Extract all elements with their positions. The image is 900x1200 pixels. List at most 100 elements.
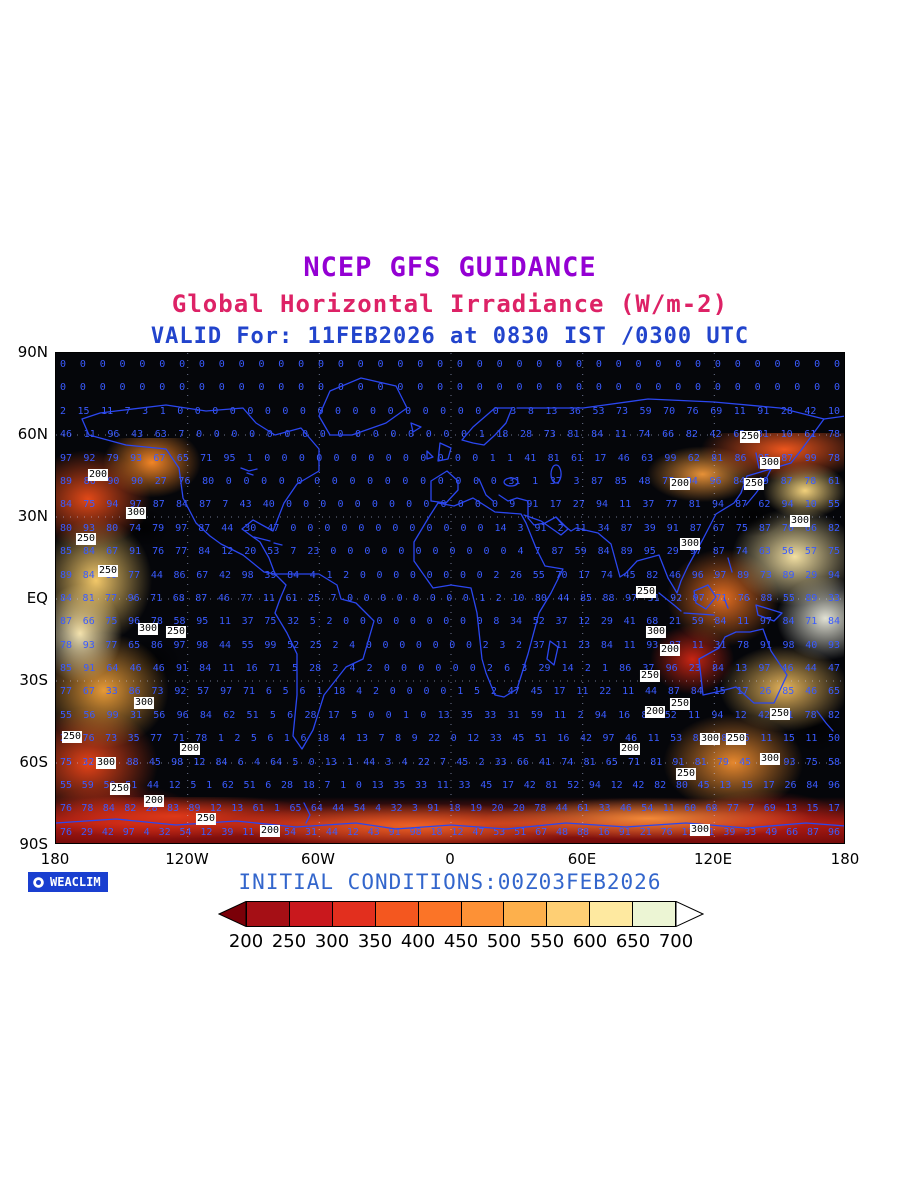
weaclim-logo-text: WEACLIM: [50, 875, 101, 889]
colorbar-left-arrow: [218, 901, 246, 927]
latitude-tick-label: 90S: [19, 835, 48, 853]
coastline-australia: [698, 628, 788, 704]
contour-label: 200: [143, 795, 165, 807]
coastlines-layer: [56, 353, 844, 843]
coastline-indonesia: [658, 584, 783, 622]
map-value-row: 75 32 54 88 45 98 12 84 6 4 64 5 0 13 1 …: [60, 756, 840, 768]
graticule: [56, 353, 844, 843]
coastline-cuba: [253, 536, 283, 546]
colorbar-segment: [374, 902, 418, 926]
contour-label: 250: [61, 731, 83, 743]
contour-label: 250: [769, 708, 791, 720]
map-value-row: 27 76 73 35 77 71 78 1 2 5 6 1 6 18 4 13…: [60, 733, 840, 745]
colorbar-segment: [247, 902, 289, 926]
colorbar-tick-label: 250: [271, 931, 307, 952]
map-value-row: 87 66 75 96 78 58 95 11 37 75 32 5 2 0 0…: [60, 616, 840, 628]
contour-label: 300: [645, 626, 667, 638]
contour-label: 300: [95, 757, 117, 769]
colorbar-tick-label: 450: [443, 931, 479, 952]
map-value-row: 0 0 0 0 0 0 0 0 0 0 0 0 0 0 0 0 0 0 0 0 …: [60, 359, 840, 370]
contour-label: 250: [109, 783, 131, 795]
colorbar-tick-label: 400: [400, 931, 436, 952]
coastline-scandinavia: [461, 407, 513, 446]
coastline-caspian-black-sea: [503, 464, 562, 487]
map-value-row: 2 15 11 7 3 1 0 0 0 0 0 0 0 0 0 0 0 0 0 …: [60, 405, 840, 417]
coastline-great-lakes: [240, 467, 258, 476]
latitude-tick-label: 90N: [17, 343, 48, 361]
colorbar-tick-label: 350: [357, 931, 393, 952]
contour-label: 300: [699, 733, 721, 745]
coastline-greenland: [318, 377, 408, 436]
coastline-iceland: [410, 422, 422, 433]
colorbar-tick-label: 500: [486, 931, 522, 952]
contour-label: 250: [635, 586, 657, 598]
contour-label: 200: [619, 743, 641, 755]
map-value-row: 89 84 69 77 44 86 67 42 98 39 84 4 1 2 0…: [60, 569, 840, 581]
latitude-tick-label: 30N: [17, 507, 48, 525]
contour-label: 250: [195, 813, 217, 825]
coastline-britain: [426, 442, 452, 462]
contour-label: 200: [179, 743, 201, 755]
contour-label: 200: [669, 478, 691, 490]
colorbar-segment: [460, 902, 504, 926]
contour-label: 300: [137, 623, 159, 635]
weaclim-logo-badge: WEACLIM: [28, 872, 108, 892]
contour-label: 200: [87, 469, 109, 481]
colorbar-tick-labels: 200 250 300 350 400 450 500 550 600 650 700: [218, 931, 704, 953]
map-value-row: 55 56 99 31 56 96 84 62 51 5 6 28 17 5 0…: [60, 709, 840, 721]
initial-conditions-label: INITIAL CONDITIONS:00Z03FEB2026: [238, 870, 662, 894]
longitude-tick-label: 180: [40, 850, 70, 868]
contour-label: 250: [97, 565, 119, 577]
contour-label: 300: [133, 697, 155, 709]
colorbar-segment: [546, 902, 590, 926]
map-value-row: 85 91 64 46 46 91 84 11 16 71 5 28 2 4 2…: [60, 663, 840, 675]
colorbar-right-arrow: [676, 901, 704, 927]
coastline-new-zealand: [816, 710, 834, 732]
contour-label: 250: [669, 698, 691, 710]
map-value-row: 76 78 84 82 28 83 89 12 13 61 1 65 64 44…: [60, 803, 840, 815]
coastline-philippines: [727, 557, 733, 573]
longitude-tick-label: 120W: [165, 850, 209, 868]
contour-label: 250: [675, 768, 697, 780]
coastline-north-america: [81, 404, 320, 575]
colorbar-segment: [632, 902, 676, 926]
longitude-tick-label: 120E: [693, 850, 733, 868]
valid-time-label: VALID For: 11FEB2026 at 0830 IST /0300 U…: [150, 324, 750, 349]
colorbar-segment: [417, 902, 461, 926]
coastline-madagascar: [546, 640, 559, 666]
colorbar-tick-label: 200: [228, 931, 264, 952]
longitude-tick-label: 60E: [567, 850, 597, 868]
contour-label: 300: [125, 507, 147, 519]
contour-label: 250: [725, 733, 747, 745]
weaclim-circle-icon: [32, 875, 45, 889]
colorbar-segments: [246, 901, 676, 927]
latitude-tick-label: EQ: [26, 589, 48, 607]
map-value-row: 77 67 33 86 73 92 57 97 71 6 5 6 1 18 4 …: [60, 686, 840, 698]
colorbar-segment: [503, 902, 547, 926]
map-value-row: 78 93 77 65 86 97 98 44 55 99 52 25 2 4 …: [60, 639, 840, 651]
map-value-row: 0 0 0 0 0 0 0 0 0 0 0 0 0 0 0 0 0 0 0 0 …: [60, 382, 840, 394]
colorbar-tick-label: 600: [572, 931, 608, 952]
colorbar-segment: [331, 902, 375, 926]
contour-labels-layer: 200 300 250 250 300 250 300 250 200 300 250 200 250 2…: [56, 353, 844, 843]
colorbar-tick-label: 700: [658, 931, 694, 952]
colorbar-tick-label: 550: [529, 931, 565, 952]
contour-label: 250: [75, 533, 97, 545]
longitude-tick-label: 0: [445, 850, 455, 868]
contour-label: 200: [259, 825, 281, 837]
map-value-row: 46 11 96 43 63 7 0 0 0 0 0 0 0 0 0 0 0 0…: [60, 429, 840, 441]
contour-label: 250: [165, 626, 187, 638]
contour-label: 250: [639, 670, 661, 682]
contour-label: 300: [759, 753, 781, 765]
chart-subtitle: Global Horizontal Irradiance (W/m-2): [171, 290, 729, 318]
map-value-row: 97 92 79 93 67 65 71 95 1 0 0 0 0 0 0 0 …: [60, 452, 840, 464]
contour-label: 200: [644, 706, 666, 718]
colorbar-segment: [288, 902, 332, 926]
map-value-row: 80 93 80 74 79 97 87 44 30 47 0 0 0 0 0 …: [60, 522, 840, 534]
colorbar-tick-label: 300: [314, 931, 350, 952]
colorbar-legend: 200 250 300 350 400 450 500 550 600 650 700: [218, 901, 704, 957]
coastline-iberia: [430, 470, 459, 504]
coastline-arabia: [523, 514, 569, 536]
longitude-tick-label: 60W: [301, 850, 335, 868]
